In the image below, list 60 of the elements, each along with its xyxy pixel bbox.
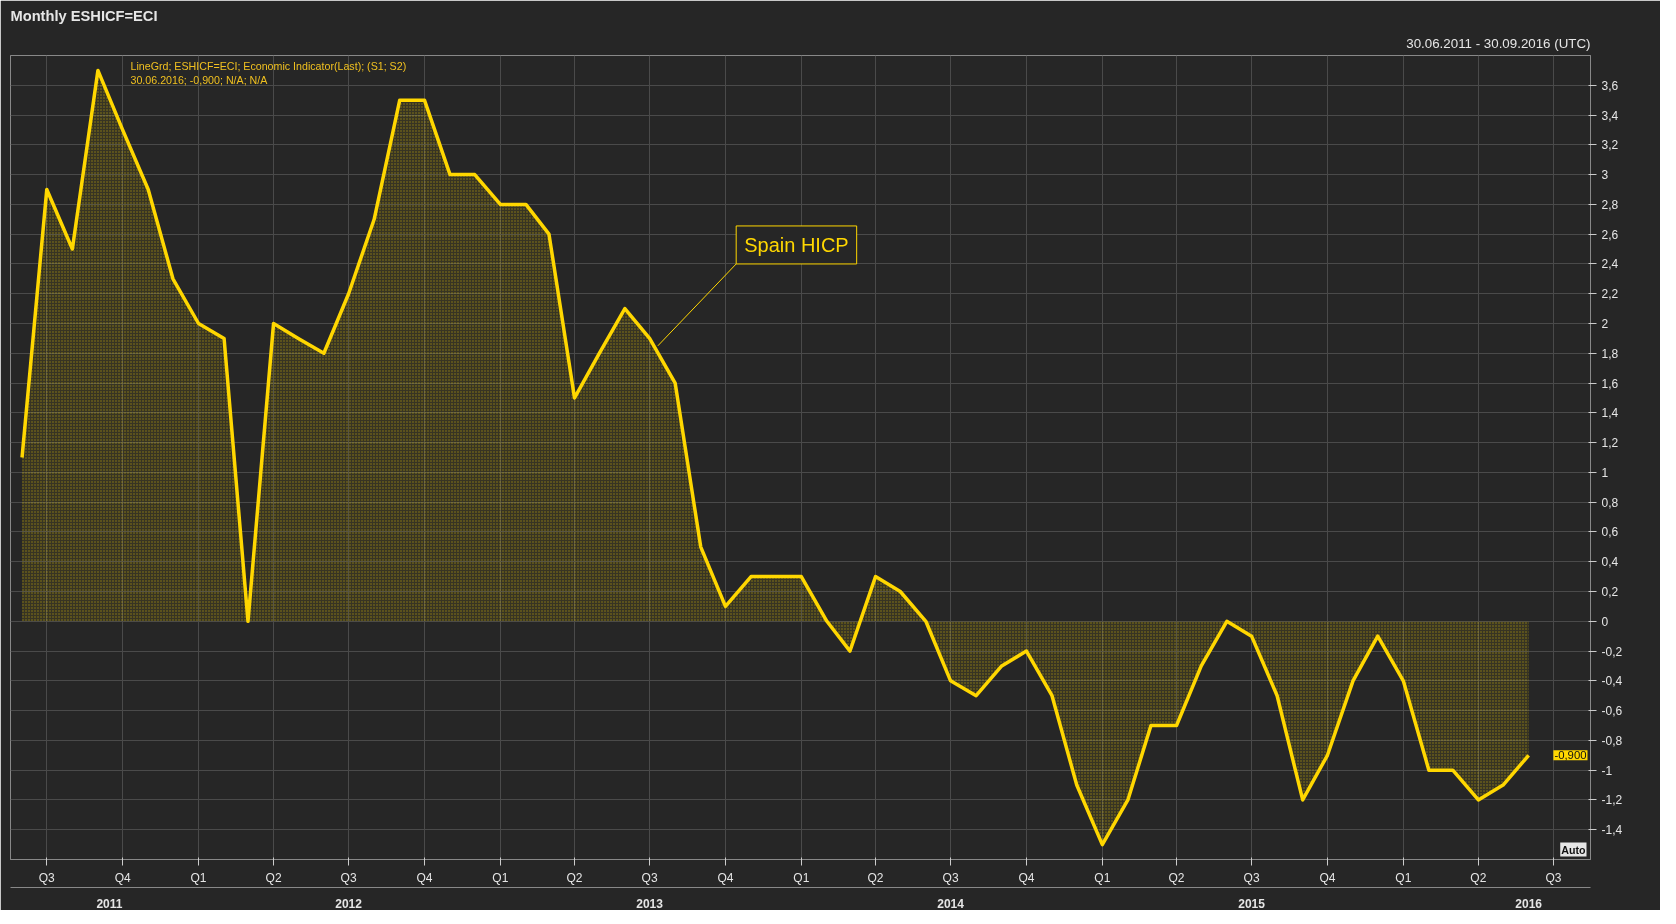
x-tick-label: Q3 [641, 870, 658, 885]
chart-title: Monthly ESHICF=ECI [10, 7, 158, 24]
chart-subtitle: 30.06.2011 - 30.09.2016 (UTC) [1406, 35, 1591, 51]
y-tick-label: -0,2 [1601, 644, 1623, 659]
y-tick-label: 1,4 [1601, 406, 1619, 421]
y-tick-label: 2 [1601, 317, 1609, 331]
y-tick-label: 1 [1601, 465, 1609, 480]
x2-tick-label: 2014 [937, 896, 965, 911]
x-tick-label: Q4 [1319, 870, 1336, 885]
y-tick-label: -1,2 [1601, 793, 1623, 808]
y-tick-label: 0,2 [1601, 585, 1619, 599]
x-tick-label: Q1 [1395, 870, 1412, 885]
x-tick-label: Q3 [1243, 870, 1260, 885]
y-tick-label: 2,6 [1601, 227, 1619, 242]
x-tick-label: Q3 [1545, 870, 1562, 885]
x2-tick-label: 2015 [1238, 896, 1266, 911]
x-tick-label: Q2 [566, 870, 583, 885]
x2-tick-label: 2016 [1515, 896, 1543, 911]
x-tick-label: Q1 [492, 870, 509, 885]
y-tick-label: -1 [1601, 763, 1613, 778]
y-tick-label: 0,8 [1601, 495, 1619, 510]
x-tick-label: Q4 [416, 870, 433, 885]
y-tick-label: 2,2 [1601, 287, 1619, 302]
x-tick-label: Q2 [867, 870, 884, 885]
x-tick-label: Q1 [190, 870, 207, 885]
x-tick-label: Q4 [1018, 870, 1035, 885]
annotation: 30.06.2016; -0,900; N/A; N/A [130, 73, 269, 86]
x-tick-label: Q1 [1094, 870, 1111, 885]
y-tick-label: 0,6 [1601, 525, 1619, 540]
x-tick-label: Q2 [1470, 870, 1487, 885]
x2-tick-label: 2013 [636, 896, 664, 911]
x-tick-label: Q4 [717, 870, 734, 885]
y-tick-label: 0,4 [1601, 555, 1619, 570]
x-tick-label: Q2 [265, 870, 282, 885]
y-tick-label: 2,8 [1601, 197, 1619, 212]
y-tick-label: -0,4 [1601, 674, 1623, 689]
y-tick-label: -0,8 [1601, 733, 1623, 748]
y-tick-label: 0 [1601, 614, 1609, 629]
x-tick-label: Q2 [1168, 870, 1185, 885]
annotation: LineGrd; ESHICF=ECI; Economic Indicator(Last); (S1; S2) [130, 59, 407, 72]
y-tick-label: 3 [1601, 168, 1609, 183]
x-tick-label: Q3 [38, 870, 56, 885]
y-tick-label: 3,2 [1601, 138, 1619, 153]
x2-tick-label: 2011 [96, 896, 123, 911]
annotation: Auto [1561, 843, 1586, 856]
x-tick-label: Q1 [793, 870, 810, 885]
text: Spain HICP [744, 233, 849, 256]
y-tick-label: -1,4 [1601, 823, 1623, 838]
y-tick-label: 1,8 [1601, 346, 1619, 361]
annotation: -0,900 [1554, 749, 1587, 762]
x-tick-label: Q3 [340, 870, 357, 885]
y-tick-label: 2,4 [1601, 257, 1619, 272]
y-tick-label: -0,6 [1601, 704, 1623, 719]
y-tick-label: 1,6 [1601, 376, 1619, 391]
y-tick-label: 1,2 [1601, 436, 1619, 451]
y-tick-label: 3,4 [1601, 108, 1619, 123]
x2-tick-label: 2012 [335, 896, 363, 911]
y-tick-label: 3,6 [1601, 78, 1619, 93]
x-tick-label: Q4 [114, 870, 131, 885]
x-tick-label: Q3 [942, 870, 959, 885]
